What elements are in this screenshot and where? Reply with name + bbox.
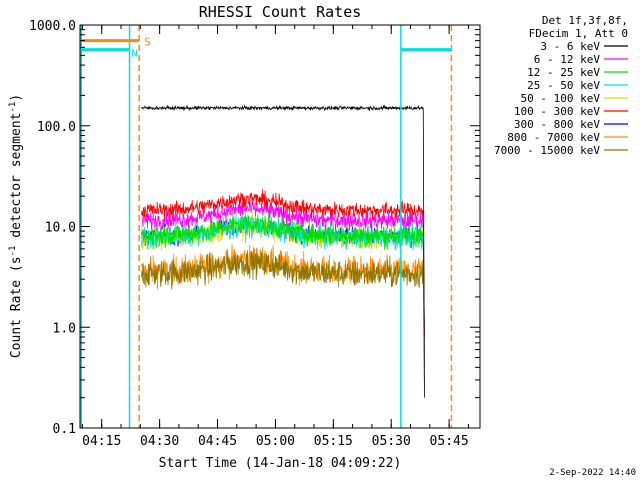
legend-label: 800 - 7000 keV [507, 131, 600, 144]
x-tick-label: 05:00 [256, 434, 295, 449]
legend-header: FDecim 1, Att 0 [529, 27, 628, 40]
series-line [141, 247, 425, 388]
x-tick-label: 04:45 [198, 434, 237, 449]
legend-label: 3 - 6 keV [540, 40, 600, 53]
n-marker-label: N [132, 49, 138, 60]
footer-date: 2-Sep-2022 14:40 [549, 468, 636, 478]
legend-label: 300 - 800 keV [514, 118, 600, 131]
x-tick-label: 05:45 [430, 434, 469, 449]
y-axis-label: Count Rate (s-1 detector segment-1) [8, 94, 24, 358]
x-tick-label: 04:30 [140, 434, 179, 449]
y-tick-label: 0.1 [53, 422, 76, 437]
x-tick-label: 05:15 [314, 434, 353, 449]
legend-label: 50 - 100 keV [521, 92, 601, 105]
series-line [141, 243, 425, 328]
legend-label: 12 - 25 keV [527, 66, 600, 79]
legend-header: Det 1f,3f,8f, [542, 14, 628, 27]
series-line [141, 104, 425, 398]
series-line [141, 213, 425, 358]
series-line [141, 189, 425, 338]
x-tick-label: 04:15 [82, 434, 121, 449]
legend-label: 6 - 12 keV [534, 53, 601, 66]
x-tick-label: 05:30 [372, 434, 411, 449]
s-marker-label: S [144, 36, 151, 49]
chart-title: RHESSI Count Rates [199, 3, 362, 21]
x-axis-label: Start Time (14-Jan-18 04:09:22) [159, 456, 402, 471]
series-layer [141, 104, 425, 398]
y-tick-label: 10.0 [45, 221, 76, 236]
legend-label: 7000 - 15000 keV [494, 144, 600, 157]
legend-label: 25 - 50 keV [527, 79, 600, 92]
axes-layer: 1000.0 100.0 10.0 1.0 0.1 04:15 04:30 04:45 05:0… [29, 19, 480, 449]
y-tick-label: 1000.0 [29, 19, 76, 34]
legend-label: 100 - 300 keV [514, 105, 600, 118]
series-line [141, 196, 425, 368]
y-tick-label: 1.0 [53, 321, 76, 336]
y-tick-label: 100.0 [37, 120, 76, 135]
